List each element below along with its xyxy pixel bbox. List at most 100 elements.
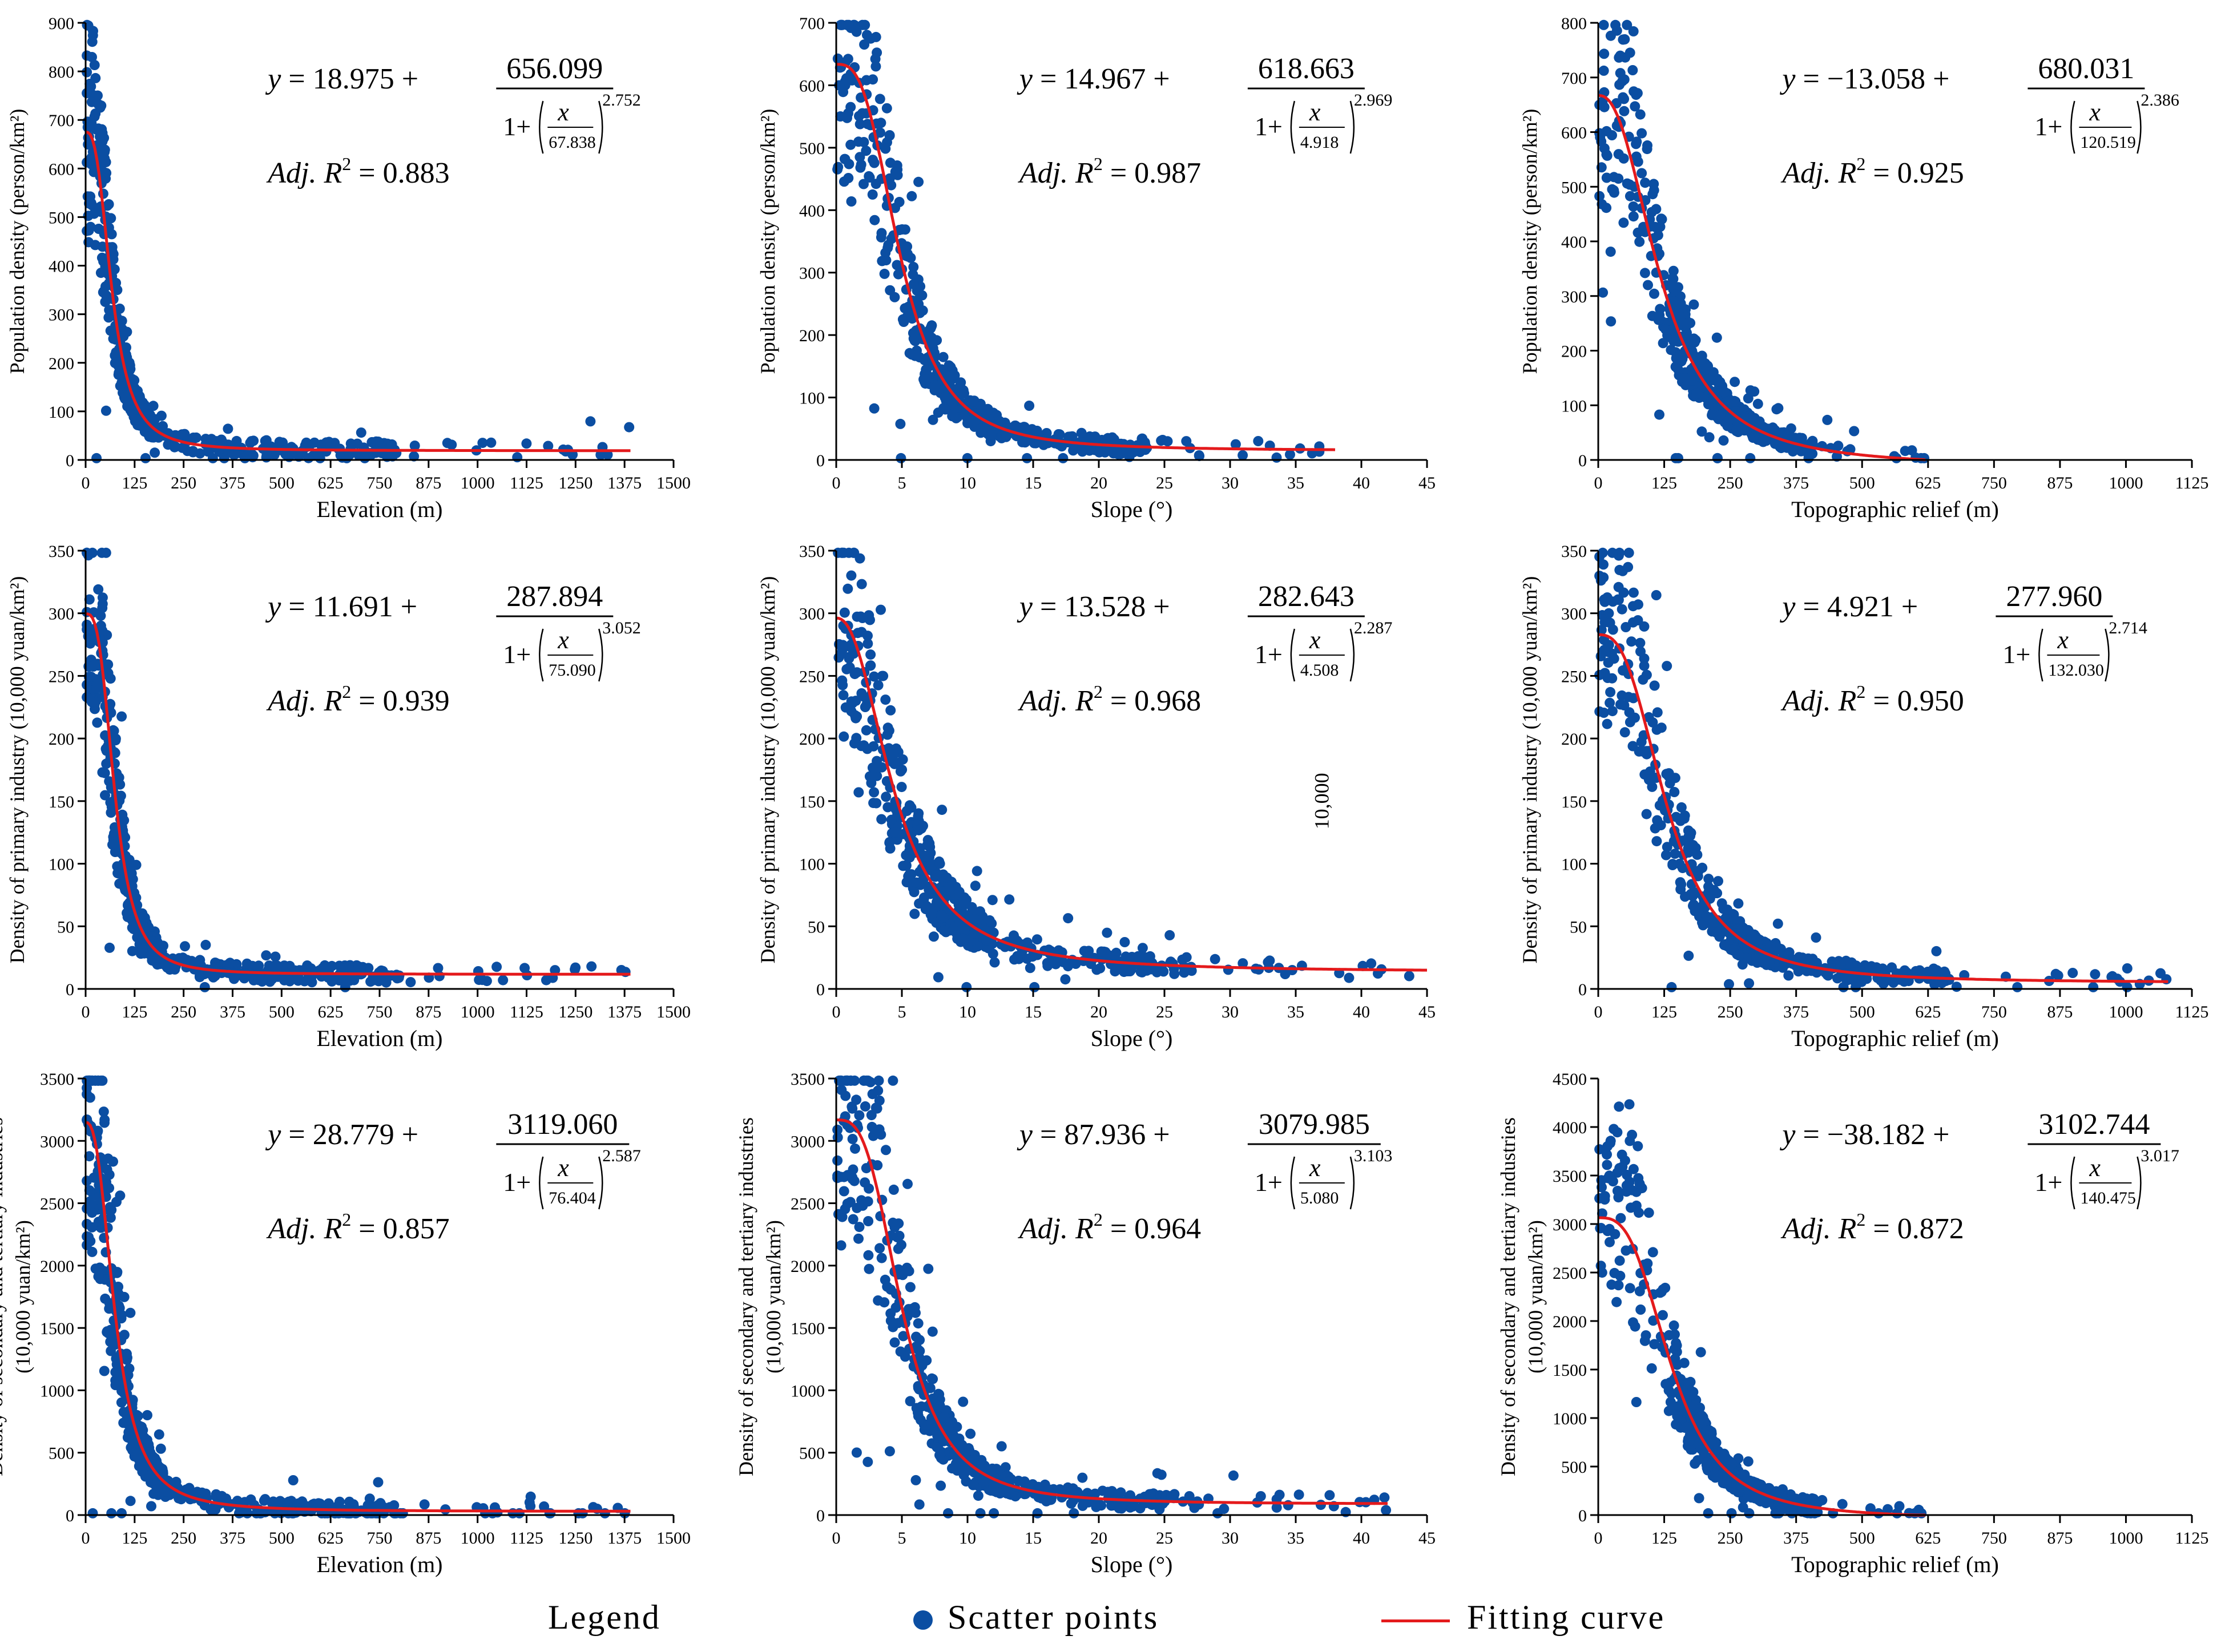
scatter-point bbox=[124, 1363, 135, 1374]
scatter-point bbox=[862, 1196, 873, 1207]
scatter-point bbox=[199, 981, 210, 992]
scatter-point bbox=[158, 1468, 168, 1479]
scatter-point bbox=[525, 1501, 536, 1512]
scatter-point bbox=[987, 948, 998, 959]
scatter-point bbox=[914, 1335, 925, 1346]
adj-r2: Adj. R2 = 0.925 bbox=[1780, 154, 1964, 189]
y-tick-label: 100 bbox=[1561, 397, 1587, 415]
scatter-point bbox=[127, 946, 138, 956]
annotation-label: 10,000 bbox=[1311, 773, 1333, 829]
scatter-point bbox=[1622, 178, 1633, 189]
scatter-point bbox=[898, 1331, 909, 1342]
scatter-point bbox=[1606, 316, 1617, 327]
scatter-point bbox=[933, 972, 944, 983]
scatter-point bbox=[1607, 673, 1618, 684]
scatter-point bbox=[1139, 437, 1150, 448]
scatter-point bbox=[928, 931, 939, 942]
scatter-point bbox=[913, 808, 924, 819]
scatter-point bbox=[99, 1366, 110, 1376]
scatter-point bbox=[1796, 433, 1807, 443]
equation-one-plus: 1+ bbox=[503, 112, 531, 141]
scatter-point bbox=[1761, 435, 1772, 446]
scatter-point bbox=[1230, 439, 1241, 450]
scatter-point bbox=[895, 766, 906, 777]
scatter-point bbox=[109, 264, 120, 274]
scatter-point bbox=[1053, 429, 1064, 439]
scatter-point bbox=[1619, 106, 1630, 116]
chart-panel-p8: 0 5 10 15 20 25 30 35 40 450500100015002000250030… bbox=[735, 1070, 1436, 1577]
scatter-point bbox=[987, 895, 998, 906]
scatter-point bbox=[840, 702, 851, 713]
scatter-point bbox=[525, 1491, 536, 1502]
x-tick-label: 45 bbox=[1418, 1529, 1436, 1548]
scatter-point bbox=[908, 261, 919, 272]
x-tick-label: 375 bbox=[1783, 1003, 1809, 1021]
scatter-point bbox=[871, 762, 882, 773]
scatter-point bbox=[1672, 1359, 1683, 1370]
scatter-point bbox=[1184, 1491, 1195, 1501]
scatter-point bbox=[860, 1177, 870, 1188]
scatter-point bbox=[308, 450, 319, 461]
scatter-point bbox=[1732, 425, 1742, 435]
scatter-point bbox=[84, 1075, 95, 1086]
scatter-point bbox=[1683, 950, 1694, 961]
scatter-point bbox=[107, 839, 118, 850]
scatter-point bbox=[868, 1130, 878, 1141]
scatter-point bbox=[1181, 952, 1192, 963]
x-tick-label: 250 bbox=[171, 1003, 196, 1021]
scatter-point bbox=[1077, 1472, 1088, 1483]
scatter-point bbox=[1617, 604, 1627, 615]
scatter-point bbox=[888, 1184, 899, 1195]
scatter-point bbox=[82, 1239, 92, 1250]
scatter-point bbox=[1713, 876, 1723, 887]
y-tick-label: 200 bbox=[799, 730, 825, 749]
scatter-point bbox=[1679, 813, 1690, 824]
scatter-point bbox=[843, 108, 853, 119]
scatter-point bbox=[902, 251, 913, 262]
scatter-point bbox=[903, 871, 914, 882]
scatter-point bbox=[838, 690, 849, 701]
scatter-point bbox=[96, 252, 107, 263]
scatter-point bbox=[1636, 745, 1647, 756]
scatter-point bbox=[1192, 1498, 1203, 1509]
scatter-point bbox=[1612, 1127, 1623, 1138]
scatter-point bbox=[1024, 401, 1035, 411]
scatter-point bbox=[839, 607, 850, 618]
scatter-point bbox=[179, 429, 190, 439]
scatter-point bbox=[928, 414, 938, 425]
scatter-point bbox=[1635, 1304, 1646, 1315]
x-tick-label: 125 bbox=[122, 1529, 147, 1548]
scatter-point bbox=[961, 981, 972, 992]
equation-one-plus: 1+ bbox=[1255, 1168, 1283, 1197]
y-tick-label: 50 bbox=[808, 918, 825, 936]
y-tick-label: 500 bbox=[49, 208, 74, 227]
scatter-point bbox=[260, 1494, 271, 1505]
scatter-point bbox=[1696, 426, 1707, 437]
scatter-point bbox=[853, 1233, 864, 1244]
scatter-point bbox=[1625, 191, 1635, 201]
scatter-point bbox=[1690, 887, 1700, 898]
scatter-point bbox=[1724, 979, 1734, 989]
scatter-point bbox=[846, 196, 857, 207]
scatter-point bbox=[2090, 969, 2101, 980]
y-tick-label: 50 bbox=[1570, 918, 1587, 936]
x-tick-label: 500 bbox=[269, 1003, 295, 1021]
scatter-point bbox=[208, 435, 219, 446]
scatter-point bbox=[1063, 913, 1074, 924]
scatter-point bbox=[1122, 966, 1133, 976]
y-tick-label: 350 bbox=[799, 542, 825, 561]
scatter-point bbox=[1743, 393, 1754, 403]
y-tick-label: 250 bbox=[49, 667, 74, 686]
x-tick-label: 1000 bbox=[461, 474, 495, 492]
scatter-point bbox=[862, 631, 873, 641]
scatter-point bbox=[585, 416, 596, 427]
scatter-point bbox=[1652, 815, 1663, 826]
y-tick-label: 2500 bbox=[40, 1195, 74, 1214]
y-tick-label: 2500 bbox=[791, 1195, 825, 1214]
x-tick-label: 10 bbox=[959, 474, 976, 492]
equation-scale: 67.838 bbox=[549, 133, 596, 152]
y-tick-label: 600 bbox=[49, 160, 74, 179]
scatter-point bbox=[943, 1422, 954, 1433]
fitting-curve bbox=[836, 1118, 1388, 1505]
